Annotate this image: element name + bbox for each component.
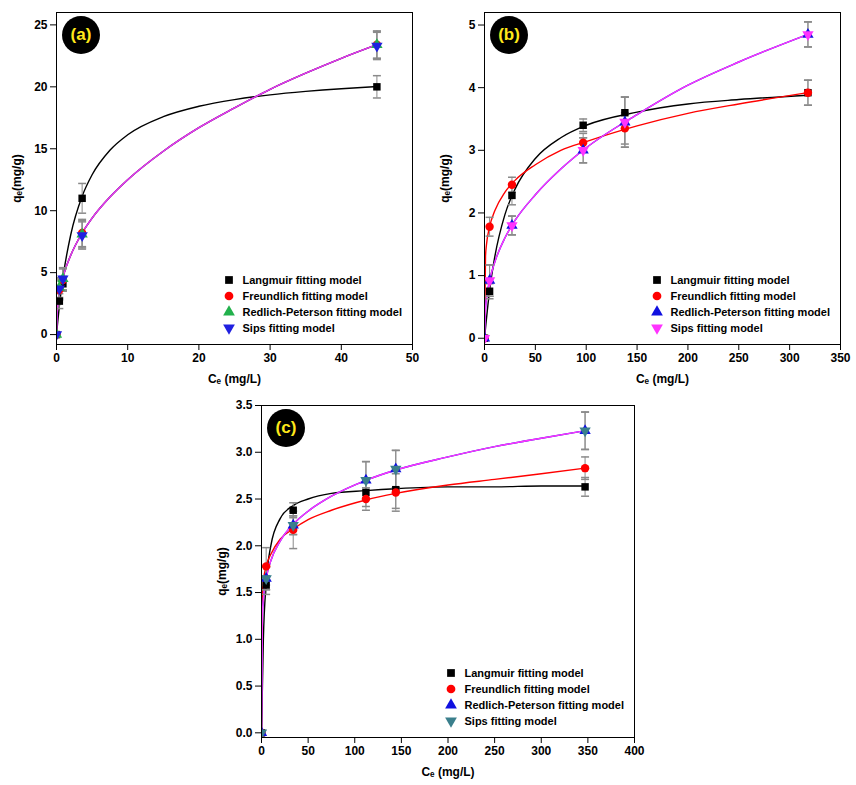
svg-text:0.5: 0.5 [236, 679, 253, 693]
svg-text:30: 30 [263, 351, 277, 365]
html-text:Redlich-Peterson fitting model: Redlich-Peterson fitting model [464, 699, 624, 711]
svg-text:5: 5 [41, 265, 48, 279]
html-text:Sips fitting model: Sips fitting model [464, 715, 557, 727]
svg-text:10: 10 [121, 351, 135, 365]
svg-text:3.5: 3.5 [236, 398, 253, 412]
html-text:(b): (b) [498, 25, 520, 44]
svg-text:2: 2 [469, 206, 476, 220]
svg-text:2.5: 2.5 [236, 492, 253, 506]
svg-text:0: 0 [258, 744, 265, 758]
svg-text:50: 50 [406, 351, 420, 365]
html-text:Langmuir fitting model: Langmuir fitting model [242, 274, 362, 286]
svg-text:4: 4 [469, 81, 476, 95]
svg-text:250: 250 [485, 744, 505, 758]
svg-text:0: 0 [53, 351, 60, 365]
svg-text:1: 1 [469, 268, 476, 282]
html-text:Redlich-Peterson fitting model: Redlich-Peterson fitting model [242, 306, 402, 318]
svg-text:50: 50 [529, 351, 543, 365]
svg-text:3.0: 3.0 [236, 445, 253, 459]
svg-text:5: 5 [469, 18, 476, 32]
svg-text:3: 3 [469, 143, 476, 157]
html-text:Freundlich fitting model: Freundlich fitting model [242, 290, 368, 302]
html-text:Freundlich fitting model: Freundlich fitting model [464, 683, 590, 695]
svg-text:350: 350 [578, 744, 598, 758]
svg-text:300: 300 [531, 744, 551, 758]
svg-text:Cₑ (mg/L): Cₑ (mg/L) [636, 372, 689, 386]
svg-text:2.0: 2.0 [236, 539, 253, 553]
svg-text:20: 20 [192, 351, 206, 365]
svg-text:100: 100 [345, 744, 365, 758]
html-text:(c): (c) [275, 418, 297, 437]
svg-text:400: 400 [624, 744, 644, 758]
html-text:Langmuir fitting model: Langmuir fitting model [670, 274, 790, 286]
html-text:Langmuir fitting model: Langmuir fitting model [464, 667, 584, 679]
svg-text:0: 0 [41, 327, 48, 341]
svg-text:0.0: 0.0 [236, 726, 253, 740]
html-text:Sips fitting model: Sips fitting model [242, 322, 335, 334]
svg-text:Cₑ (mg/L): Cₑ (mg/L) [208, 372, 261, 386]
html-text:Sips fitting model: Sips fitting model [670, 322, 763, 334]
svg-text:150: 150 [391, 744, 411, 758]
svg-text:300: 300 [780, 351, 800, 365]
svg-text:Cₑ (mg/L): Cₑ (mg/L) [421, 765, 474, 779]
svg-text:10: 10 [34, 204, 48, 218]
svg-text:250: 250 [729, 351, 749, 365]
svg-text:1.5: 1.5 [236, 585, 253, 599]
svg-text:0: 0 [481, 351, 488, 365]
svg-text:40: 40 [335, 351, 349, 365]
svg-text:350: 350 [830, 351, 850, 365]
svg-text:25: 25 [34, 18, 48, 32]
svg-text:20: 20 [34, 80, 48, 94]
svg-text:200: 200 [678, 351, 698, 365]
html-text:Redlich-Peterson fitting model: Redlich-Peterson fitting model [670, 306, 830, 318]
html-text:Freundlich fitting model: Freundlich fitting model [670, 290, 796, 302]
svg-text:200: 200 [438, 744, 458, 758]
svg-text:50: 50 [301, 744, 315, 758]
html-text:(a): (a) [70, 25, 92, 44]
svg-text:qₑ(mg/g): qₑ(mg/g) [438, 154, 452, 203]
svg-text:0: 0 [469, 331, 476, 345]
svg-text:150: 150 [627, 351, 647, 365]
svg-text:qₑ(mg/g): qₑ(mg/g) [10, 154, 24, 203]
svg-text:15: 15 [34, 142, 48, 156]
svg-text:100: 100 [576, 351, 596, 365]
svg-text:1.0: 1.0 [236, 632, 253, 646]
svg-text:qₑ(mg/g): qₑ(mg/g) [215, 547, 229, 596]
